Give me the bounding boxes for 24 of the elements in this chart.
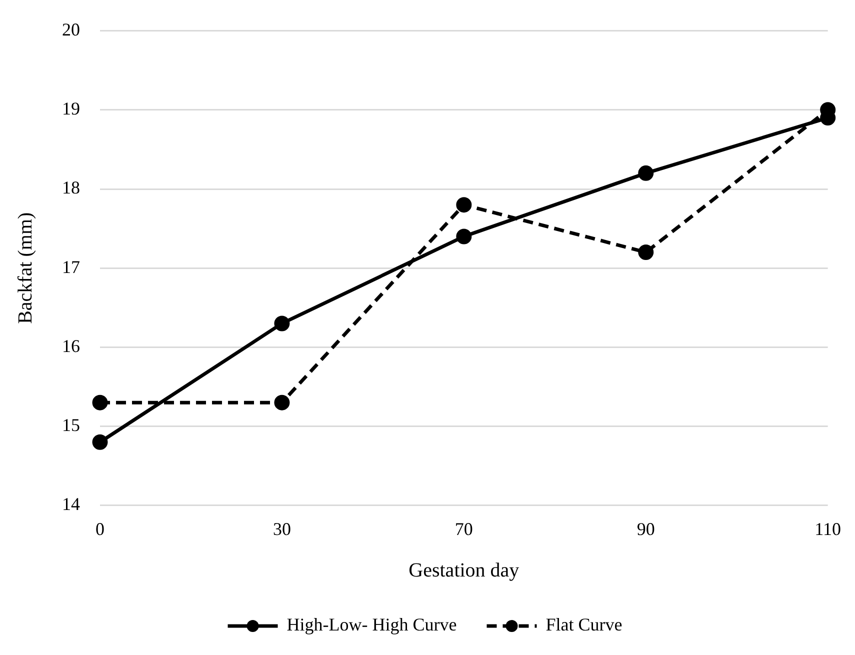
point <box>274 394 290 410</box>
y-tick-label: 17 <box>62 256 80 277</box>
legend-label: High-Low- High Curve <box>286 614 457 635</box>
point <box>638 244 654 260</box>
point <box>274 316 290 332</box>
x-tick-label: 90 <box>636 518 655 539</box>
y-tick-label: 20 <box>62 20 80 40</box>
x-tick-label: 110 <box>814 518 842 539</box>
legend-label: Flat Curve <box>546 614 622 635</box>
y-tick-label: 15 <box>62 415 80 436</box>
x-tick-label: 70 <box>454 518 473 539</box>
y-tick-label: 16 <box>62 336 80 356</box>
point <box>92 434 108 450</box>
point <box>456 228 472 244</box>
point <box>92 394 108 410</box>
x-tick-label: 30 <box>272 518 291 539</box>
point <box>638 165 654 181</box>
x-tick-label: 0 <box>96 518 104 539</box>
y-tick-label: 18 <box>62 178 80 198</box>
point <box>456 197 472 213</box>
y-axis-title: Backfat (mm) <box>14 212 36 324</box>
y-tick-label: 19 <box>62 98 80 119</box>
x-axis-title: Gestation day <box>408 559 520 582</box>
y-tick-label: 14 <box>62 494 80 514</box>
